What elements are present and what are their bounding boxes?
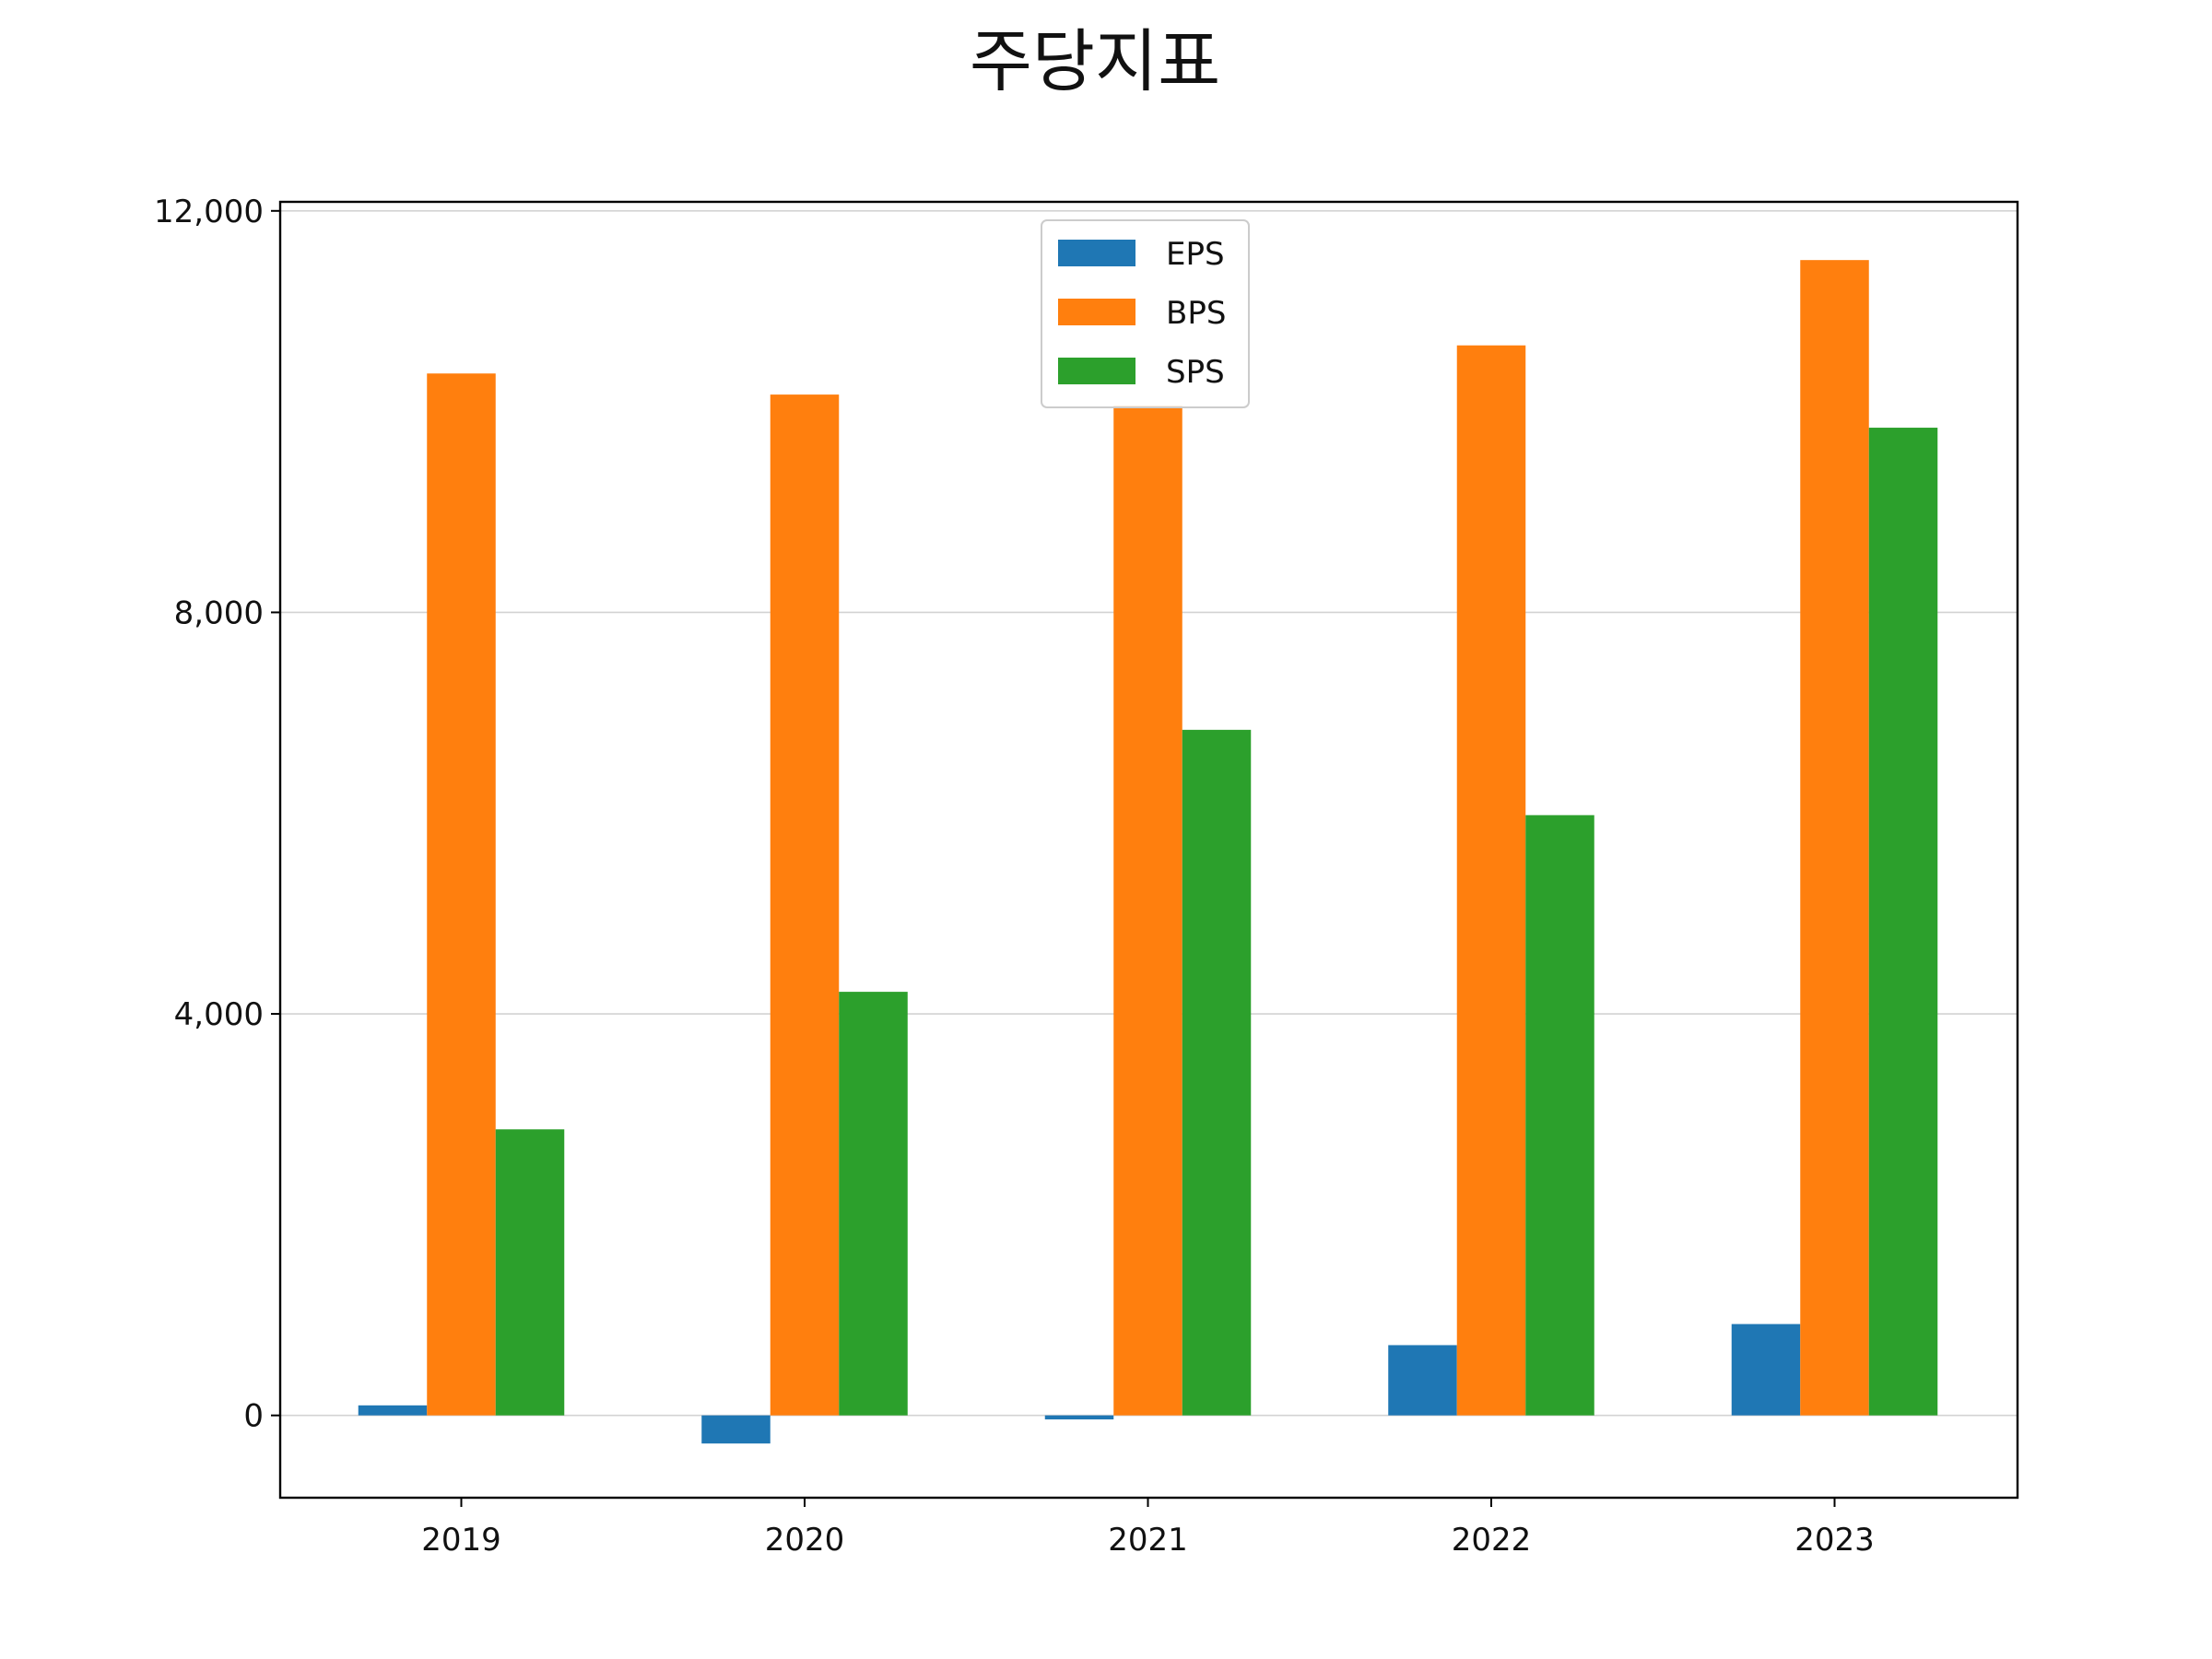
bar-eps-2020 xyxy=(701,1415,771,1444)
y-tick-label: 4,000 xyxy=(174,996,264,1033)
x-tick-label: 2019 xyxy=(421,1522,501,1559)
bar-bps-2020 xyxy=(770,394,840,1416)
bar-eps-2022 xyxy=(1388,1345,1457,1416)
legend: EPS BPS SPS xyxy=(1041,219,1250,408)
bar-sps-2022 xyxy=(1525,815,1594,1416)
legend-swatch-sps xyxy=(1058,358,1135,384)
y-tick-label: 8,000 xyxy=(174,594,264,631)
legend-swatch-eps xyxy=(1058,240,1135,266)
legend-label-eps: EPS xyxy=(1166,236,1225,273)
legend-label-sps: SPS xyxy=(1166,354,1225,391)
bar-sps-2021 xyxy=(1182,729,1252,1416)
y-tick-label: 12,000 xyxy=(154,194,264,230)
bar-bps-2019 xyxy=(427,373,496,1416)
bar-sps-2020 xyxy=(839,992,908,1416)
bar-bps-2023 xyxy=(1800,260,1869,1416)
bar-sps-2023 xyxy=(1868,428,1938,1416)
bar-eps-2019 xyxy=(358,1405,428,1416)
bars-group xyxy=(358,260,1938,1444)
x-axis: 2019 2020 2021 2022 2023 xyxy=(421,1498,1875,1559)
chart-title: 주당지표 xyxy=(970,22,1220,101)
bar-eps-2023 xyxy=(1731,1324,1801,1416)
bar-bps-2021 xyxy=(1113,406,1182,1416)
legend-swatch-bps xyxy=(1058,299,1135,325)
bar-sps-2019 xyxy=(495,1129,565,1416)
x-tick-label: 2021 xyxy=(1108,1522,1188,1559)
bar-eps-2021 xyxy=(1044,1415,1114,1420)
x-tick-label: 2023 xyxy=(1794,1522,1875,1559)
legend-label-bps: BPS xyxy=(1166,295,1226,332)
x-tick-label: 2020 xyxy=(765,1522,845,1559)
x-tick-label: 2022 xyxy=(1452,1522,1532,1559)
y-tick-label: 0 xyxy=(243,1398,264,1435)
bar-bps-2022 xyxy=(1456,345,1526,1416)
y-axis: 0 4,000 8,000 12,000 xyxy=(154,194,280,1435)
